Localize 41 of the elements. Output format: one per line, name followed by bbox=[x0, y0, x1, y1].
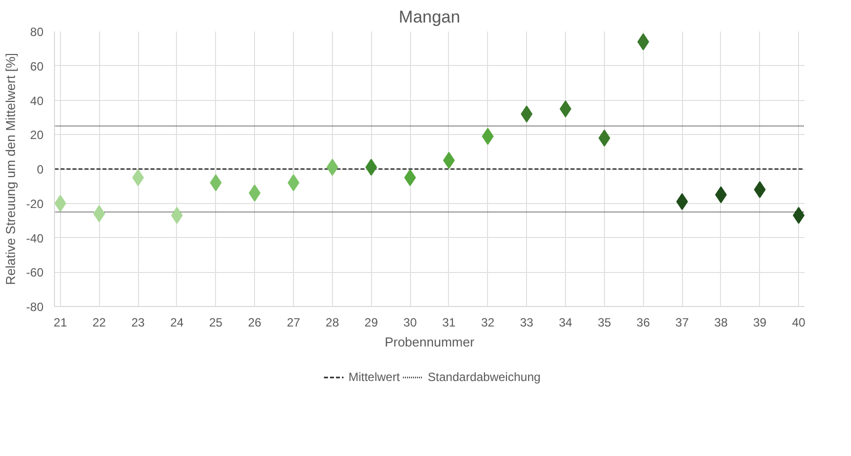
point bbox=[482, 128, 494, 145]
x-tick-label: 21 bbox=[54, 316, 68, 330]
x-tick-label: 33 bbox=[520, 316, 534, 330]
y-tick-label: -20 bbox=[26, 196, 44, 211]
x-tick-label: 28 bbox=[326, 316, 340, 330]
x-tick-label: 29 bbox=[364, 316, 378, 330]
x-tick-label: 22 bbox=[92, 316, 106, 330]
x-tick-label: 23 bbox=[131, 316, 146, 330]
x-tick-label: 24 bbox=[170, 316, 184, 330]
x-tick-label: 35 bbox=[598, 316, 612, 330]
point bbox=[520, 106, 532, 122]
x-tick-label: 25 bbox=[209, 316, 223, 330]
y-tick-label: -80 bbox=[26, 300, 44, 314]
x-tick-label: 32 bbox=[481, 316, 495, 330]
x-tick-label: 39 bbox=[753, 316, 767, 330]
x-tick-label: 31 bbox=[442, 316, 456, 330]
y-tick-label: 40 bbox=[30, 94, 44, 108]
y-tick-label: 80 bbox=[30, 25, 44, 39]
legend-label: Mittelwert bbox=[348, 370, 400, 384]
legend-label: Standardabweichung bbox=[428, 370, 541, 384]
x-axis-title: Probennummer bbox=[384, 334, 475, 350]
y-tick-label: -40 bbox=[26, 231, 44, 246]
point bbox=[210, 174, 222, 192]
y-tick-label: 0 bbox=[36, 162, 44, 176]
y-axis-title: Relative Streuung um den Mittelwert [%] bbox=[3, 53, 18, 285]
x-tick-label: 40 bbox=[792, 316, 806, 330]
point bbox=[637, 33, 650, 50]
y-tick-label: -60 bbox=[26, 266, 44, 280]
chart-title: Mangan bbox=[398, 8, 460, 26]
x-tick-label: 37 bbox=[675, 316, 690, 330]
point bbox=[754, 181, 766, 198]
y-tick-label: 20 bbox=[30, 128, 44, 142]
x-tick-label: 30 bbox=[403, 316, 418, 330]
y-tick-label: 60 bbox=[30, 59, 44, 74]
x-tick-label: 34 bbox=[558, 316, 573, 330]
point bbox=[93, 205, 106, 222]
point bbox=[365, 158, 378, 176]
x-tick-label: 27 bbox=[286, 316, 300, 330]
x-tick-label: 38 bbox=[714, 316, 728, 330]
x-tick-label: 36 bbox=[636, 316, 650, 330]
x-tick-label: 26 bbox=[248, 316, 262, 330]
